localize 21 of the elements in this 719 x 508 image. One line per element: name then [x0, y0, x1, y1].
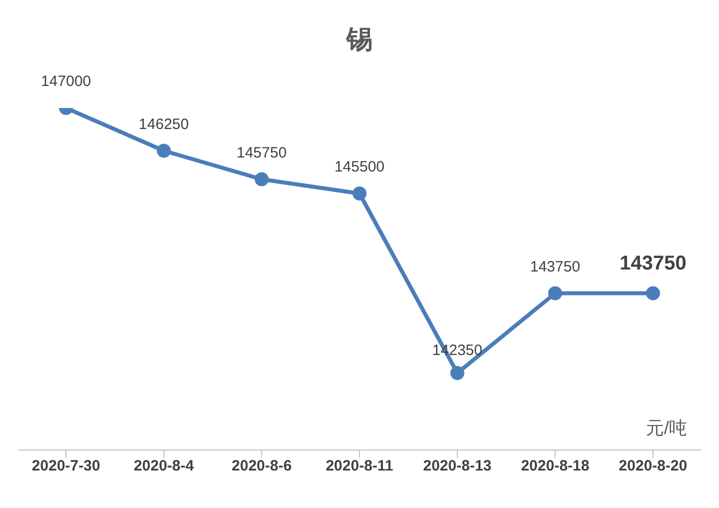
data-label: 143750: [620, 252, 686, 274]
data-label: 145750: [236, 144, 287, 162]
point: [254, 172, 269, 186]
x-tick-label: 2020-8-18: [520, 458, 590, 475]
point: [352, 186, 366, 200]
x-tick-label: 2020-8-4: [134, 458, 195, 475]
data-label: 147000: [40, 73, 92, 90]
text: 元/吨: [646, 417, 687, 440]
point: [450, 366, 464, 380]
point: [156, 144, 171, 158]
data-label: 143750: [530, 258, 580, 276]
x-tick-label: 2020-8-6: [232, 458, 292, 475]
data-label: 145500: [334, 158, 385, 176]
point: [548, 286, 562, 300]
x-tick-label: 2020-8-11: [326, 458, 394, 475]
x-tick-label: 2020-8-20: [618, 458, 688, 475]
x-tick-label: 2020-8-13: [423, 458, 492, 475]
point: [646, 286, 660, 300]
chart-title: 锡: [344, 23, 374, 56]
x-tick-label: 2020-7-30: [32, 458, 100, 475]
data-label: 146250: [138, 116, 189, 133]
